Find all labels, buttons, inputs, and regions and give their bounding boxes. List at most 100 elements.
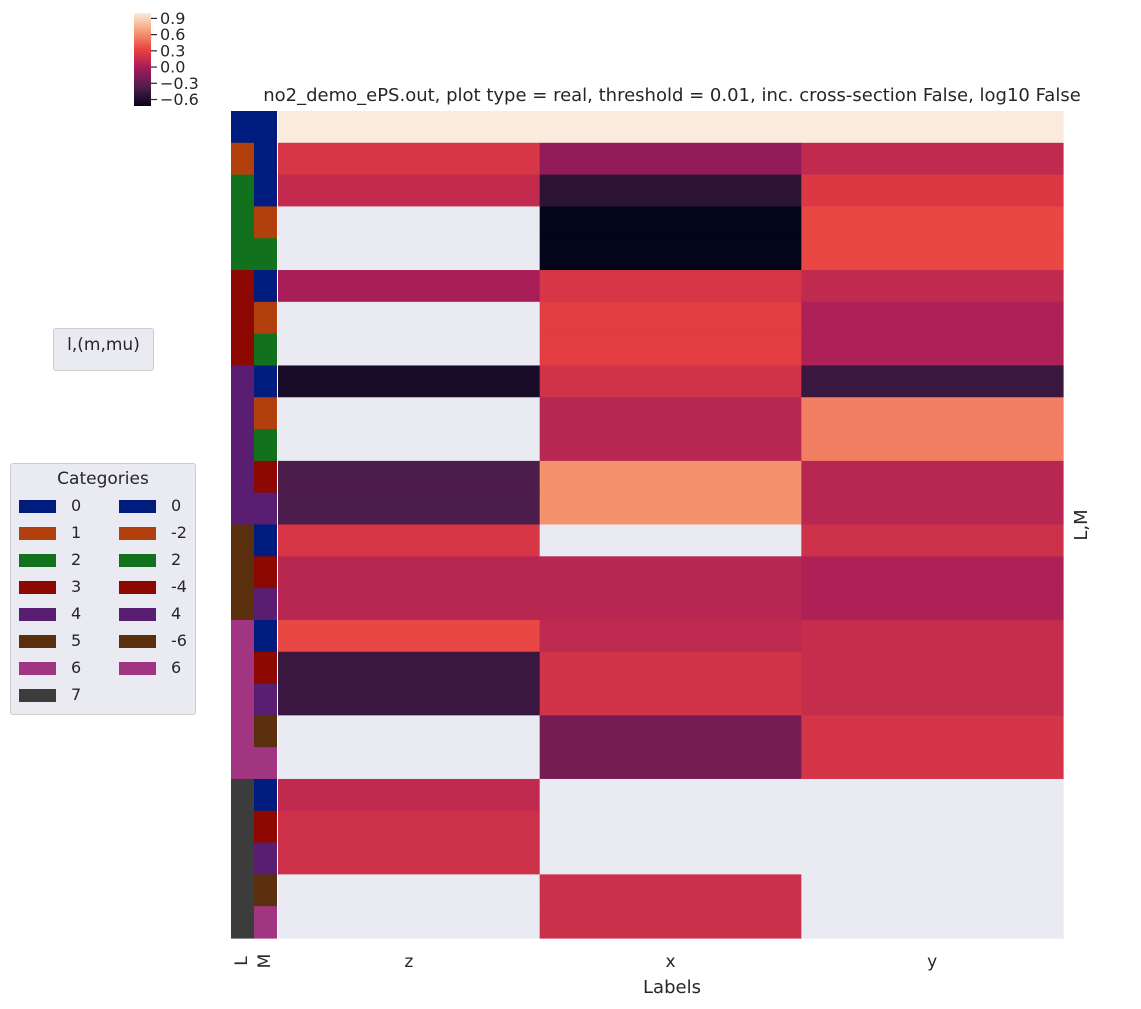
legend-entry-label: 4 [171,604,182,623]
heatmap-cell [539,333,802,367]
row-color-M [254,206,277,239]
row-color-L [231,174,254,208]
row-color-L [231,365,254,398]
heatmap-cell [801,397,1064,430]
row-color-L [231,142,254,176]
row-color-M [254,301,277,335]
heatmap-cell [539,683,802,716]
row-color-M [254,492,277,526]
heatmap-cell [278,206,541,239]
colorbar-tick-label: 0.9 [160,9,185,28]
legend-entry-label: 5 [71,631,82,650]
row-color-M [254,365,277,398]
heatmap-cell [801,270,1064,303]
row-color-L [231,429,254,462]
heatmap-cell [278,270,541,303]
legend-entry-label: 2 [71,550,82,569]
legend-swatch [19,554,56,567]
heatmap-cell [539,365,802,398]
heatmap-cell [539,747,802,780]
row-color-L [231,270,254,303]
heatmap-cell [539,842,802,875]
row-color-M [254,238,277,271]
legend-swatch [119,527,156,540]
heatmap-cell [278,619,541,653]
row-color-M [254,397,277,430]
row-color-L [231,747,254,780]
row-color-L [231,206,254,239]
row-color-M [254,524,277,557]
heatmap-cell [278,238,541,271]
heatmap-cell [801,842,1064,875]
legend-swatch [19,635,56,648]
legend-swatch [119,554,156,567]
heatmap-cell [278,460,541,494]
heatmap-cell [278,492,541,526]
heatmap-cell [278,397,541,430]
heatmap-cell [278,301,541,335]
legend-categories-title: Categories [57,469,149,489]
row-color-L [231,556,254,589]
heatmap-cell [539,206,802,239]
heatmap-cell [278,810,541,844]
heatmap-cell [801,810,1064,844]
heatmap-cell [278,842,541,875]
legend-swatch [119,500,156,513]
legend-swatch [19,662,56,675]
heatmap-cell [801,524,1064,557]
row-color-M [254,715,277,748]
row-color-M [254,619,277,653]
heatmap-cell [539,874,802,907]
row-color-M [254,556,277,589]
heatmap-cell [539,238,802,271]
row-color-L [231,651,254,685]
legend-swatch [19,689,56,702]
row-color-L [231,460,254,494]
row-color-L [231,683,254,716]
legend-entry-label: 6 [171,658,182,677]
legend-swatch [119,608,156,621]
heatmap-cell [539,810,802,844]
row-color-M [254,810,277,844]
row-color-L [231,810,254,844]
row-color-L [231,715,254,748]
colorbar [134,13,151,106]
legend-swatch [19,608,56,621]
legend-swatch [19,500,56,513]
heatmap-cell [801,429,1064,462]
colorbar-tick-label: −0.6 [160,90,199,109]
row-color-L [231,874,254,907]
row-color-L [231,619,254,653]
heatmap-cell [278,429,541,462]
heatmap-cell [539,174,802,208]
heatmap-cell [539,778,802,812]
row-color-strips [231,111,277,939]
heatmap-cell [278,142,541,176]
legend-lmu: l,(m,mu) [53,328,154,371]
legend-entry-label: 0 [71,496,82,515]
row-color-M [254,651,277,685]
heatmap-cell [278,778,541,812]
legend-entry-label: 7 [71,685,82,704]
legend-entry-label: 6 [71,658,82,677]
row-color-M [254,683,277,716]
heatmap-cell [539,619,802,653]
row-color-M [254,874,277,907]
legend-categories: Categories 0 1 2 3 4 5 6 7 0 -2 2 -4 4 -6 6 [10,463,196,715]
heatmap-cell [801,238,1064,271]
heatmap-cell [801,460,1064,494]
heatmap-cell [801,111,1064,144]
heatmap-cell [539,142,802,176]
heatmap-cell [801,715,1064,748]
colorbar-tick-label: −0.3 [160,74,199,93]
legend-swatch [19,527,56,540]
row-color-L [231,778,254,812]
heatmap-cell [278,524,541,557]
heatmap-cell [539,524,802,557]
heatmap-cell [278,683,541,716]
heatmap-cell [801,619,1064,653]
legend-swatch [119,635,156,648]
heatmap-cell [278,651,541,685]
heatmap-cell [801,588,1064,621]
